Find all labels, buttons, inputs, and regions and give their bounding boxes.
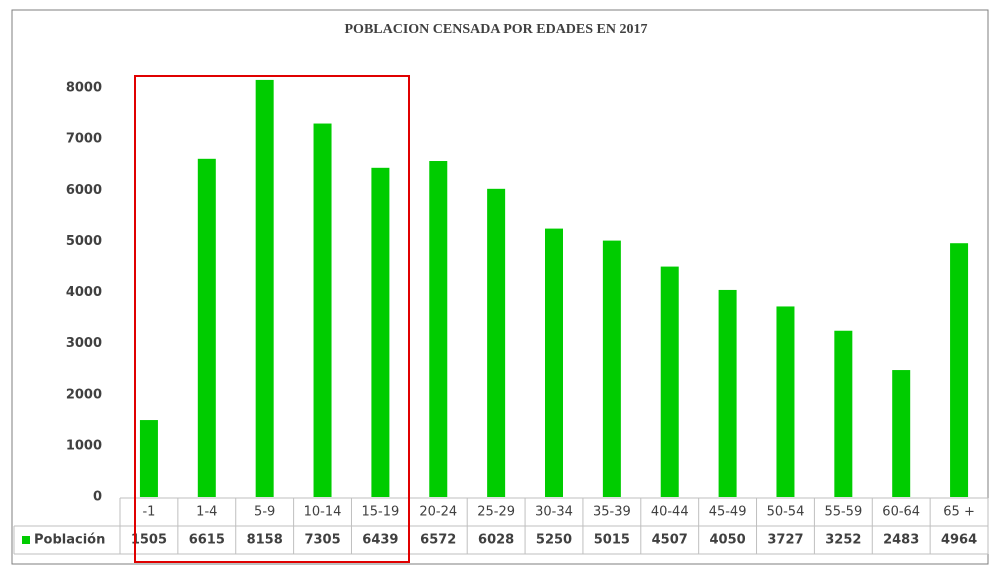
table-value: 5250 bbox=[536, 533, 572, 548]
x-tick-label: 1-4 bbox=[196, 505, 217, 520]
table-value: 3252 bbox=[825, 533, 861, 548]
table-value: 6572 bbox=[420, 533, 456, 548]
table-value: 5015 bbox=[594, 533, 630, 548]
chart-title: POBLACION CENSADA POR EDADES EN 2017 bbox=[345, 22, 648, 37]
bar bbox=[487, 188, 506, 498]
table-value: 6439 bbox=[362, 533, 398, 548]
bar bbox=[834, 330, 853, 497]
table-value: 6615 bbox=[189, 533, 225, 548]
bar bbox=[950, 243, 969, 497]
legend-label: Población bbox=[34, 533, 105, 548]
bar bbox=[660, 266, 679, 497]
bar bbox=[602, 240, 621, 497]
highlight-box bbox=[134, 75, 410, 563]
bar bbox=[892, 370, 911, 497]
bar bbox=[139, 420, 158, 497]
x-tick-label: 10-14 bbox=[304, 505, 342, 520]
y-tick-label: 4000 bbox=[66, 285, 102, 300]
x-tick-label: 35-39 bbox=[593, 505, 631, 520]
bar bbox=[429, 161, 448, 497]
x-tick-label: 15-19 bbox=[362, 505, 400, 520]
x-tick-label: 45-49 bbox=[709, 505, 747, 520]
x-tick-label: 55-59 bbox=[824, 505, 862, 520]
table-value: 4050 bbox=[710, 533, 746, 548]
table-value: 7305 bbox=[304, 533, 340, 548]
bar bbox=[718, 289, 737, 497]
x-tick-label: 65 + bbox=[943, 505, 975, 520]
table-value: 1505 bbox=[131, 533, 167, 548]
bar bbox=[545, 228, 563, 497]
table-value: 8158 bbox=[247, 533, 283, 548]
bar bbox=[371, 167, 390, 497]
x-tick-label: 5-9 bbox=[254, 505, 275, 520]
y-tick-label: 5000 bbox=[66, 234, 102, 249]
y-tick-label: 0 bbox=[93, 490, 102, 505]
table-value: 2483 bbox=[883, 533, 919, 548]
y-tick-label: 6000 bbox=[66, 183, 102, 198]
table-value: 4507 bbox=[652, 533, 688, 548]
table-value: 6028 bbox=[478, 533, 514, 548]
bar bbox=[255, 79, 274, 498]
x-tick-label: 25-29 bbox=[477, 505, 515, 520]
y-tick-label: 7000 bbox=[66, 132, 102, 147]
table-value: 3727 bbox=[767, 533, 803, 548]
table-value: 4964 bbox=[941, 533, 977, 548]
x-tick-label: 50-54 bbox=[767, 505, 805, 520]
y-tick-label: 3000 bbox=[66, 336, 102, 351]
x-tick-label: 60-64 bbox=[882, 505, 920, 520]
x-tick-label: 20-24 bbox=[419, 505, 457, 520]
x-tick-label: -1 bbox=[142, 505, 155, 520]
x-tick-label: 40-44 bbox=[651, 505, 689, 520]
y-tick-label: 1000 bbox=[66, 438, 102, 453]
bar bbox=[776, 306, 795, 497]
bar bbox=[197, 158, 216, 498]
x-tick-label: 30-34 bbox=[535, 505, 573, 520]
bar bbox=[313, 123, 332, 498]
y-tick-label: 8000 bbox=[66, 81, 102, 96]
y-tick-label: 2000 bbox=[66, 387, 102, 402]
legend-swatch bbox=[22, 536, 30, 544]
